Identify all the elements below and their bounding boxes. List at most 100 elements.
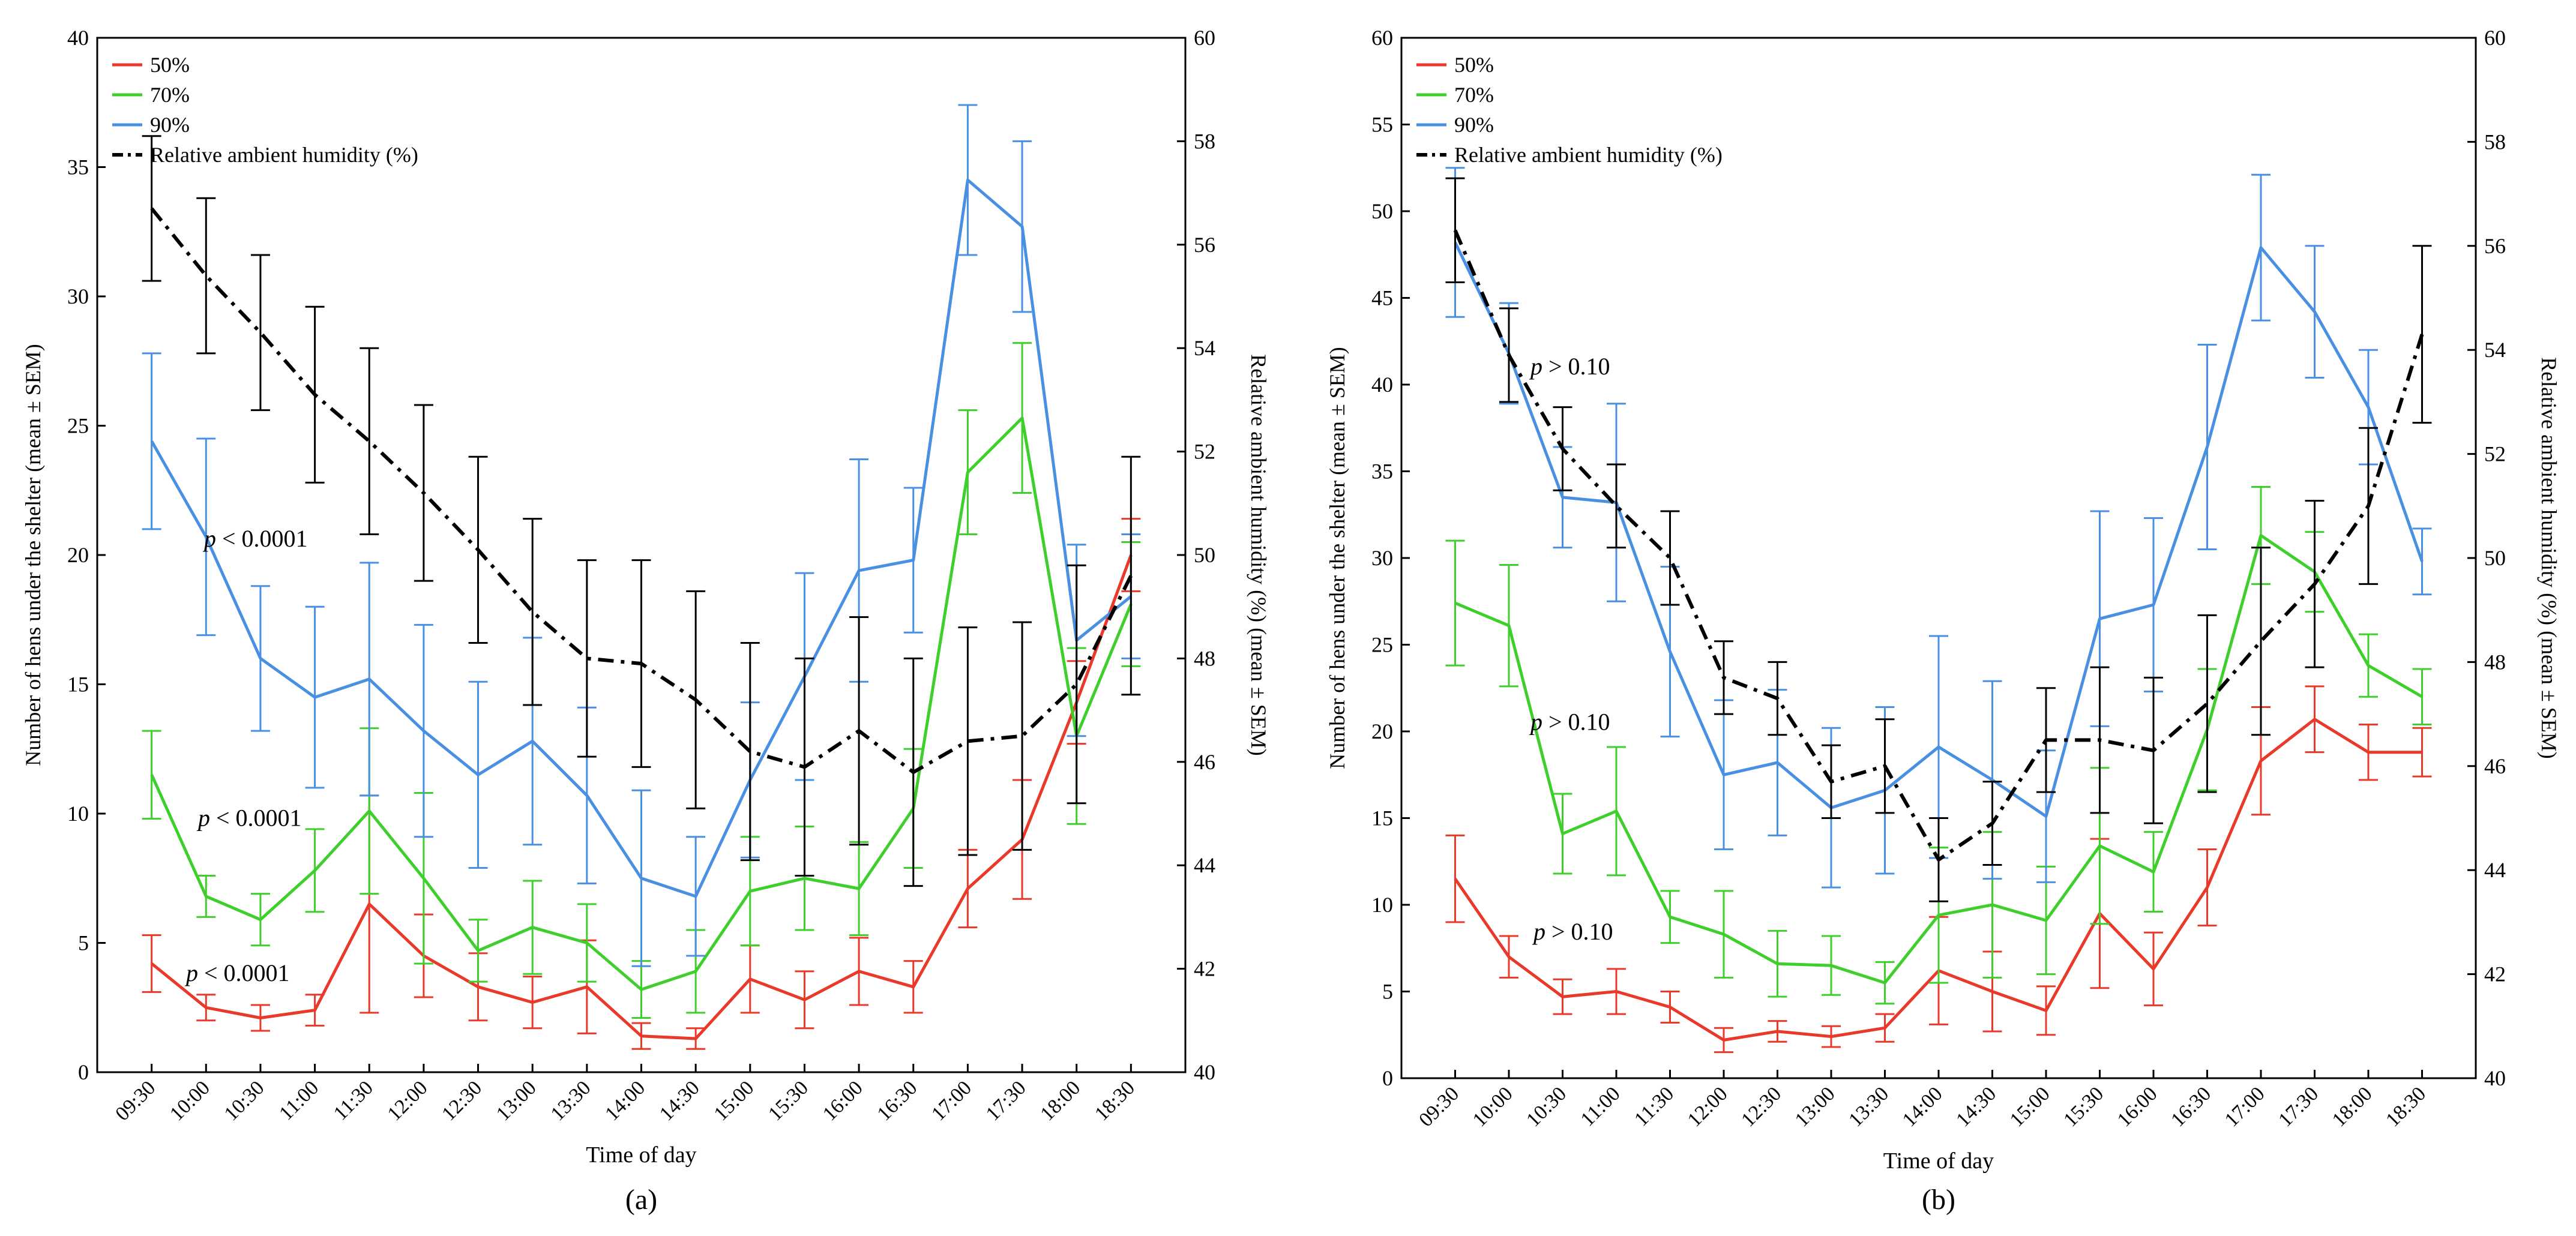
y-right-tick-label: 56	[1194, 233, 1215, 257]
p-value-annotation: p > 0.10	[1529, 709, 1610, 736]
x-tick-label: 16:00	[819, 1076, 867, 1125]
y-left-tick-label: 50	[1371, 199, 1393, 223]
x-tick-label: 16:00	[2113, 1082, 2162, 1131]
y-right-tick-label: 60	[2484, 26, 2506, 50]
x-tick-label: 14:30	[1952, 1082, 2000, 1131]
y-left-tick-label: 35	[1371, 460, 1393, 484]
x-tick-label: 14:00	[1898, 1082, 1947, 1131]
x-tick-label: 12:30	[438, 1076, 486, 1125]
y-right-tick-label: 42	[1194, 957, 1215, 981]
y-left-tick-label: 5	[1382, 980, 1393, 1004]
legend-label-green: 70%	[1454, 83, 1494, 107]
x-tick-label: 16:30	[873, 1076, 921, 1125]
p-value-annotation: p > 0.10	[1529, 353, 1610, 380]
y-right-tick-label: 56	[2484, 234, 2506, 258]
p-value-annotation: p > 0.10	[1532, 918, 1613, 945]
x-tick-label: 18:00	[2328, 1082, 2377, 1131]
y-left-tick-label: 5	[78, 931, 89, 955]
y-left-tick-label: 25	[67, 414, 89, 438]
y-right-tick-label: 42	[2484, 962, 2506, 986]
legend-label-black: Relative ambient humidity (%)	[150, 143, 418, 167]
y-left-tick-label: 30	[1371, 546, 1393, 570]
y-right-tick-label: 54	[2484, 338, 2506, 362]
x-tick-label: 17:00	[2221, 1082, 2269, 1131]
x-tick-label: 15:30	[764, 1076, 813, 1125]
y-right-tick-label: 52	[2484, 442, 2506, 466]
y-left-tick-label: 15	[67, 673, 89, 697]
y-right-tick-label: 46	[1194, 750, 1215, 774]
y-right-axis-title: Relative ambient humidity (%) (mean ± SE…	[2537, 357, 2561, 759]
x-tick-label: 11:00	[275, 1076, 323, 1124]
chart-panel-a: 0 5 10 15 20 25 30 35 40 40 42 44 46 48 50 52 54 56 58 60 09…	[21, 26, 1271, 1216]
x-tick-label: 17:00	[927, 1076, 976, 1125]
x-tick-label: 10:00	[166, 1076, 214, 1125]
y-left-tick-label: 20	[67, 543, 89, 567]
y-left-tick-label: 30	[67, 284, 89, 308]
y-right-tick-label: 48	[1194, 646, 1215, 670]
x-tick-label: 12:00	[1684, 1082, 1732, 1131]
x-tick-label: 12:30	[1737, 1082, 1786, 1131]
x-tick-label: 13:30	[1844, 1082, 1893, 1131]
series-blue	[1445, 167, 2432, 889]
series-line-black	[1453, 229, 2424, 862]
series-line-blue	[150, 178, 1132, 898]
x-tick-label: 15:00	[2006, 1082, 2054, 1131]
y-left-tick-label: 55	[1371, 113, 1393, 137]
y-right-tick-label: 58	[1194, 129, 1215, 153]
p-value-annotation: p < 0.0001	[196, 805, 302, 832]
y-right-tick-label: 50	[1194, 543, 1215, 567]
y-left-axis-title: Number of hens under the shelter (mean ±…	[21, 344, 45, 766]
y-left-tick-label: 40	[67, 26, 89, 50]
y-left-tick-label: 10	[1371, 893, 1393, 917]
x-tick-label: 11:00	[1577, 1082, 1625, 1130]
x-tick-label: 13:00	[1791, 1082, 1840, 1131]
legend-label-blue: 90%	[1454, 113, 1494, 137]
y-right-tick-label: 40	[2484, 1066, 2506, 1090]
x-tick-label: 18:00	[1036, 1076, 1085, 1125]
x-tick-label: 15:30	[2059, 1082, 2108, 1131]
x-tick-label: 10:00	[1469, 1082, 1517, 1131]
series-line-green	[150, 416, 1133, 991]
x-tick-label: 11:30	[1630, 1082, 1678, 1130]
x-axis-title: Time of day	[1883, 1148, 1994, 1174]
x-tick-label: 14:00	[601, 1076, 649, 1125]
x-tick-label: 18:30	[1091, 1076, 1139, 1125]
y-left-tick-label: 10	[67, 802, 89, 826]
x-tick-label: 11:30	[330, 1076, 378, 1124]
series-line-black	[150, 207, 1133, 774]
legend-label-blue: 90%	[150, 113, 190, 137]
y-left-tick-label: 60	[1371, 26, 1393, 50]
series-black	[142, 135, 1141, 887]
y-left-tick-label: 20	[1371, 719, 1393, 743]
x-tick-label: 17:30	[982, 1076, 1031, 1125]
legend: 50% 70% 90% Relative ambient humidity (%)	[1416, 53, 1723, 167]
series-line-red	[151, 554, 1133, 1040]
y-right-tick-label: 60	[1194, 26, 1215, 50]
panel-label: (b)	[1922, 1184, 1955, 1216]
x-tick-label: 13:00	[492, 1076, 541, 1125]
x-tick-label: 17:30	[2274, 1082, 2323, 1131]
y-left-axis-title: Number of hens under the shelter (mean ±…	[1325, 347, 1349, 769]
y-left-tick-label: 15	[1371, 806, 1393, 830]
x-tick-label: 18:30	[2382, 1082, 2430, 1131]
y-left-tick-label: 45	[1371, 286, 1393, 310]
y-left-tick-label: 25	[1371, 633, 1393, 657]
y-right-tick-label: 48	[2484, 650, 2506, 674]
y-right-tick-label: 40	[1194, 1060, 1215, 1084]
legend-label-black: Relative ambient humidity (%)	[1454, 143, 1723, 167]
x-tick-label: 09:30	[111, 1076, 160, 1125]
legend-label-red: 50%	[1454, 53, 1494, 77]
x-axis-title: Time of day	[586, 1142, 696, 1168]
x-tick-label: 09:30	[1415, 1082, 1463, 1131]
y-left-tick-label: 35	[67, 155, 89, 179]
y-right-tick-label: 52	[1194, 440, 1215, 464]
y-right-tick-label: 44	[1194, 853, 1215, 877]
y-left-tick-label: 40	[1371, 373, 1393, 397]
x-tick-label: 15:00	[710, 1076, 759, 1125]
x-tick-label: 10:30	[1522, 1082, 1571, 1131]
p-value-annotation: p < 0.0001	[184, 959, 290, 986]
p-value-annotation: p < 0.0001	[202, 525, 308, 552]
series-black	[1445, 177, 2432, 902]
legend: 50% 70% 90% Relative ambient humidity (%)	[112, 53, 418, 167]
